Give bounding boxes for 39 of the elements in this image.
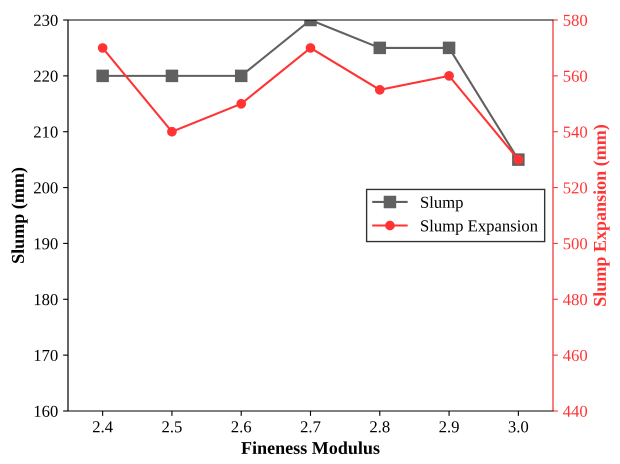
- legend-label: Slump: [421, 196, 463, 212]
- point: [444, 70, 454, 81]
- y2-tick-label: 580: [564, 14, 588, 26]
- y-tick-label: 170: [34, 350, 58, 362]
- y-tick-label: 230: [34, 14, 58, 26]
- y2-tick-label: 500: [564, 238, 588, 250]
- y2-axis-title: Slump Expansion (mm): [593, 124, 610, 306]
- y2-tick-label: 480: [563, 294, 588, 306]
- point: [374, 84, 385, 95]
- y-tick-label: 190: [34, 238, 58, 250]
- point: [96, 70, 109, 82]
- y2-tick-label: 540: [564, 126, 588, 138]
- point: [306, 43, 316, 53]
- point: [98, 43, 108, 53]
- x-tick-label: 2.4: [92, 421, 113, 433]
- point: [442, 42, 456, 54]
- point: [167, 126, 177, 137]
- y2-tick-label: 460: [563, 350, 588, 362]
- x-tick-label: 2.9: [439, 421, 459, 433]
- y-tick-label: 160: [34, 406, 58, 417]
- legend-label: Slump Expansion: [421, 220, 538, 235]
- x-tick-label: 2.7: [300, 421, 320, 433]
- x-tick-label: 2.6: [232, 421, 252, 433]
- y-tick-label: 220: [34, 70, 58, 82]
- y-tick-label: 180: [34, 294, 58, 306]
- point: [236, 98, 246, 109]
- y-tick-label: 200: [34, 182, 58, 194]
- point: [166, 70, 178, 82]
- y2-tick-label: 440: [563, 406, 588, 417]
- y2-tick-label: 560: [564, 70, 588, 82]
- x-tick-label: 2.8: [370, 421, 390, 433]
- point: [374, 42, 386, 54]
- point: [234, 70, 248, 82]
- y-axis-title: Slump (mm): [11, 168, 28, 263]
- y2-tick-label: 520: [564, 182, 588, 194]
- x-axis-title: Fineness Modulus: [241, 441, 380, 454]
- x-tick-label: 2.5: [162, 421, 182, 433]
- y-tick-label: 210: [34, 126, 58, 138]
- x-tick-label: 3.0: [508, 421, 528, 433]
